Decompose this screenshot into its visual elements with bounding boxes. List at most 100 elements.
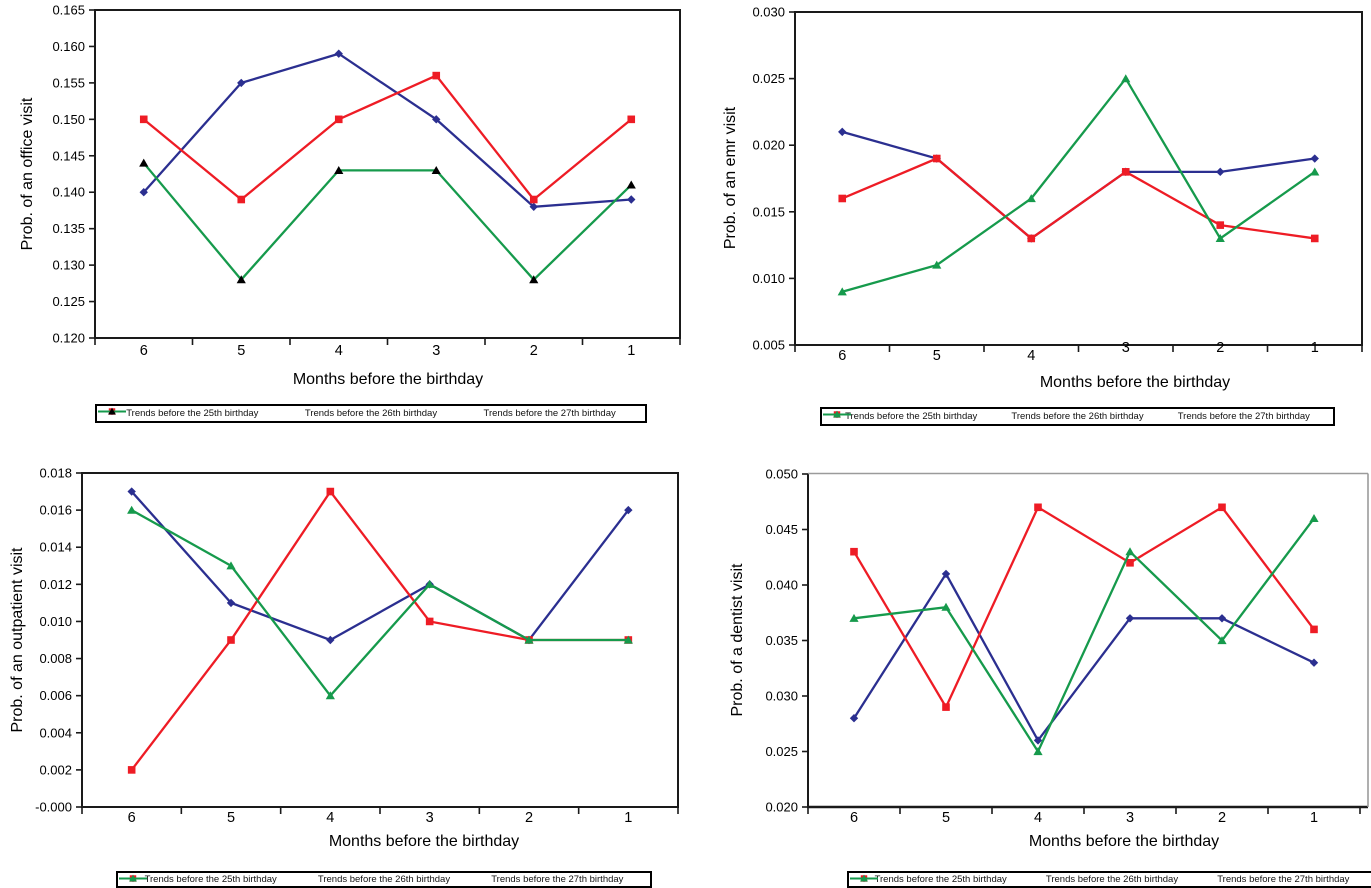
x-tick-label: 4	[335, 343, 343, 359]
marker-diamond	[127, 487, 136, 496]
legend-label: Trends before the 26th birthday	[1045, 873, 1179, 885]
y-axis-title: Prob. of an office visit	[19, 97, 36, 250]
plot-office-visit: 0.165 0.160 0.155 0.150 0.145 0.140 0.135 0.130…	[19, 3, 681, 388]
marker-diamond	[1217, 614, 1227, 623]
x-tick-label: 5	[933, 348, 941, 364]
marker-triangle	[129, 874, 137, 882]
marker-square	[237, 195, 246, 204]
legend-swatch-triangle	[850, 874, 878, 882]
x-tick-label: 6	[838, 348, 846, 364]
marker-triangle	[837, 287, 847, 296]
series-line-27th	[142, 162, 633, 282]
marker-triangle	[932, 260, 942, 269]
x-tick-label: 3	[1126, 810, 1134, 826]
marker-diamond	[139, 188, 148, 197]
marker-triangle	[1309, 514, 1319, 522]
y-tick-label: 0.160	[52, 39, 85, 54]
marker-triangle	[1310, 167, 1320, 176]
y-tick-label: 0.004	[39, 725, 72, 740]
marker-square	[1126, 559, 1134, 567]
marker-triangle	[1033, 747, 1043, 756]
legend-label: Trends before the 25th birthday	[845, 410, 978, 422]
legend-item: Trends before the 25th birthday	[119, 873, 277, 885]
marker-triangle	[833, 410, 841, 418]
y-tick-label: 0.015	[752, 204, 785, 219]
x-tick-label: 4	[326, 810, 334, 826]
legend-office-visit: Trends before the 25th birthday Trends be…	[95, 404, 647, 423]
marker-square	[432, 71, 441, 80]
marker-diamond	[432, 115, 441, 124]
marker-diamond	[1310, 154, 1319, 163]
y-tick-label: 0.006	[39, 688, 72, 703]
legend-item: Trends before the 25th birthday	[823, 410, 978, 422]
x-tick-label: 4	[1034, 810, 1042, 826]
marker-diamond	[627, 195, 636, 204]
x-tick-label: 5	[237, 343, 245, 359]
marker-triangle	[941, 602, 951, 611]
series-line-26th	[841, 157, 1315, 240]
legend-label: Trends before the 25th birthday	[126, 407, 259, 419]
marker-square	[1216, 221, 1225, 229]
marker-triangle	[108, 407, 116, 415]
x-axis-title: Months before the birthday	[329, 833, 519, 850]
marker-triangle	[325, 691, 335, 700]
marker-square	[942, 703, 950, 711]
y-tick-label: 0.005	[752, 338, 785, 353]
series-line-27th	[853, 517, 1315, 754]
chart-outpatient-visit: 0.018 0.016 0.014 0.012 0.010 0.008 0.006 0.004…	[0, 440, 688, 888]
marker-diamond	[941, 569, 951, 579]
marker-square	[850, 547, 858, 556]
y-tick-label: 0.155	[52, 75, 85, 90]
y-tick-label: 0.030	[765, 689, 798, 704]
legend-item: Trends before the 26th birthday	[98, 408, 437, 419]
marker-square	[932, 154, 941, 163]
x-tick-label: 1	[1311, 340, 1319, 356]
plot-dentist-visit: 0.050 0.045 0.040 0.035 0.030 0.025 0.020 6 5 4 3 2…	[729, 467, 1369, 850]
legend-label: Trends before the 26th birthday	[1011, 410, 1144, 422]
marker-square	[1310, 625, 1318, 634]
marker-square	[127, 766, 136, 774]
marker-diamond	[529, 202, 538, 211]
marker-triangle	[860, 874, 868, 882]
legend-swatch-triangle	[98, 407, 126, 415]
y-tick-label: 0.120	[52, 331, 85, 346]
marker-triangle	[334, 165, 344, 174]
axis-frame	[94, 9, 681, 339]
marker-diamond	[1033, 736, 1043, 745]
x-tick-label: 2	[530, 343, 538, 359]
marker-square	[627, 115, 636, 124]
marker-square	[227, 636, 235, 644]
series-line-27th	[841, 76, 1316, 293]
y-tick-label: 0.130	[52, 258, 85, 273]
chart-office-visit: 0.165 0.160 0.155 0.150 0.145 0.140 0.135 0.130…	[0, 0, 688, 436]
marker-square	[1121, 168, 1130, 176]
y-tick-label: 0.012	[39, 577, 72, 592]
y-tick-label: 0.025	[765, 744, 798, 759]
legend-label: Trends before the 25th birthday	[144, 873, 277, 885]
marker-square	[326, 487, 335, 496]
marker-square	[334, 115, 343, 124]
series-line-25th	[130, 490, 630, 642]
marker-triangle	[1125, 547, 1135, 556]
x-tick-label: 2	[1216, 340, 1224, 356]
x-tick-label: 4	[1027, 348, 1035, 364]
legend-dentist-visit: Trends before the 25th birthday Trends be…	[847, 871, 1371, 888]
legend-label: Trends before the 26th birthday	[317, 873, 451, 885]
series-line-27th	[131, 509, 629, 698]
y-tick-label: 0.050	[765, 467, 798, 482]
x-tick-label: 1	[624, 810, 632, 826]
x-tick-label: 3	[1122, 340, 1130, 356]
series-line-26th	[130, 489, 629, 771]
marker-diamond	[237, 78, 246, 88]
y-tick-label: 0.165	[52, 3, 85, 18]
y-tick-label: 0.150	[52, 112, 85, 127]
y-tick-label: 0.020	[765, 800, 798, 815]
marker-square	[529, 195, 538, 204]
legend-item: Trends before the 27th birthday	[119, 875, 623, 885]
legend-item: Trends before the 25th birthday	[850, 875, 1007, 885]
marker-triangle	[1121, 74, 1131, 83]
legend-outpatient-visit: Trends before the 25th birthday Trends be…	[116, 871, 652, 888]
marker-diamond	[326, 635, 335, 645]
x-axis-title: Months before the birthday	[1029, 833, 1219, 850]
marker-diamond	[1309, 658, 1319, 667]
